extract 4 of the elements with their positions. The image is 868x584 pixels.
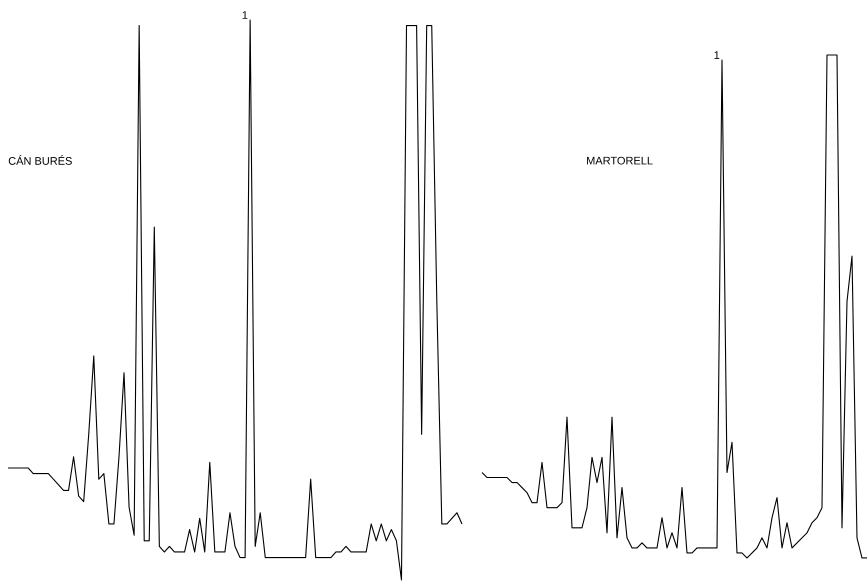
annotation: MARTORELL bbox=[587, 156, 653, 165]
annotation: 1 bbox=[242, 11, 248, 19]
annotation: 1 bbox=[714, 51, 720, 59]
annotation: CÁN BURÉS bbox=[8, 155, 72, 165]
